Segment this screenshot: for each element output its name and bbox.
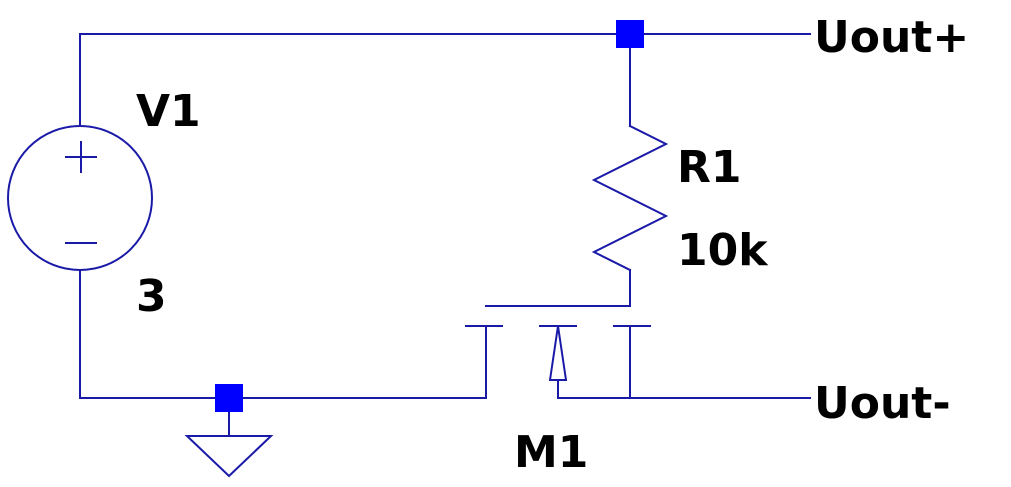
mosfet-body-arrow-icon	[548, 325, 568, 381]
v1-ref-label: V1	[136, 86, 201, 137]
r1-value-label: 10k	[677, 225, 769, 276]
voltage-source-circle	[7, 125, 153, 271]
resistor-r1	[591, 124, 669, 272]
plus-sign-icon	[65, 141, 97, 173]
mosfet-m1	[465, 325, 651, 399]
v1-value-label: 3	[136, 271, 167, 322]
wire-body-source	[557, 379, 631, 399]
wire-r1-drain	[485, 269, 631, 307]
r1-ref-label: R1	[677, 142, 742, 193]
ground-icon	[184, 435, 274, 478]
wires	[79, 33, 811, 437]
voltage-source-v1	[7, 125, 153, 271]
net-label-uout-minus: Uout-	[814, 378, 951, 429]
wire-source-out	[629, 325, 811, 399]
junction-dot-ground	[215, 384, 243, 412]
net-label-uout-plus: Uout+	[814, 12, 969, 63]
mosfet-gate	[465, 325, 503, 399]
m1-ref-label: M1	[514, 427, 588, 478]
wire-v1-bottom	[79, 269, 487, 399]
junction-dot-top	[616, 20, 644, 48]
